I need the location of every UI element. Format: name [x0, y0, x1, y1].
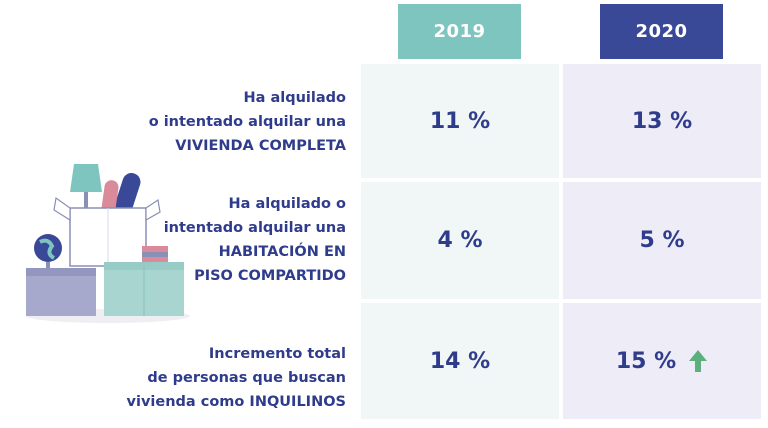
row-2-label-line: Ha alquilado o	[228, 196, 346, 212]
arrow-up-icon	[688, 349, 708, 373]
row-2-value-2019: 4 %	[361, 182, 559, 299]
row-3-value-2020-text: 15 %	[615, 348, 677, 374]
row-2-label: Ha alquilado o intentado alquilar una HA…	[100, 192, 346, 288]
row-1-value-2019: 11 %	[361, 64, 559, 178]
row-3-value-2019: 14 %	[361, 303, 559, 419]
row-3-value-2020: 15 %	[563, 303, 761, 419]
row-1-label-line: VIVIENDA COMPLETA	[175, 138, 346, 154]
row-1-label-line: Ha alquilado	[243, 90, 347, 106]
moving-boxes-illustration	[26, 164, 190, 323]
row-1-label-line: o intentado alquilar una	[148, 114, 346, 130]
header-2019: 2019	[398, 4, 521, 59]
row-3-label-line: Incremento total	[208, 346, 346, 362]
row-3-label-line: vivienda como INQUILINOS	[126, 394, 346, 410]
row-2-label-line: PISO COMPARTIDO	[194, 268, 346, 284]
row-2-label-line: intentado alquilar una	[163, 220, 346, 236]
row-1-label: Ha alquilado o intentado alquilar una VI…	[100, 86, 346, 158]
header-2020: 2020	[600, 4, 723, 59]
row-2-value-2020: 5 %	[563, 182, 761, 299]
row-1-value-2020: 13 %	[563, 64, 761, 178]
row-3-label: Incremento total de personas que buscan …	[100, 342, 346, 414]
row-3-label-line: de personas que buscan	[147, 370, 346, 386]
row-2-label-line: HABITACIÓN EN	[218, 244, 346, 260]
